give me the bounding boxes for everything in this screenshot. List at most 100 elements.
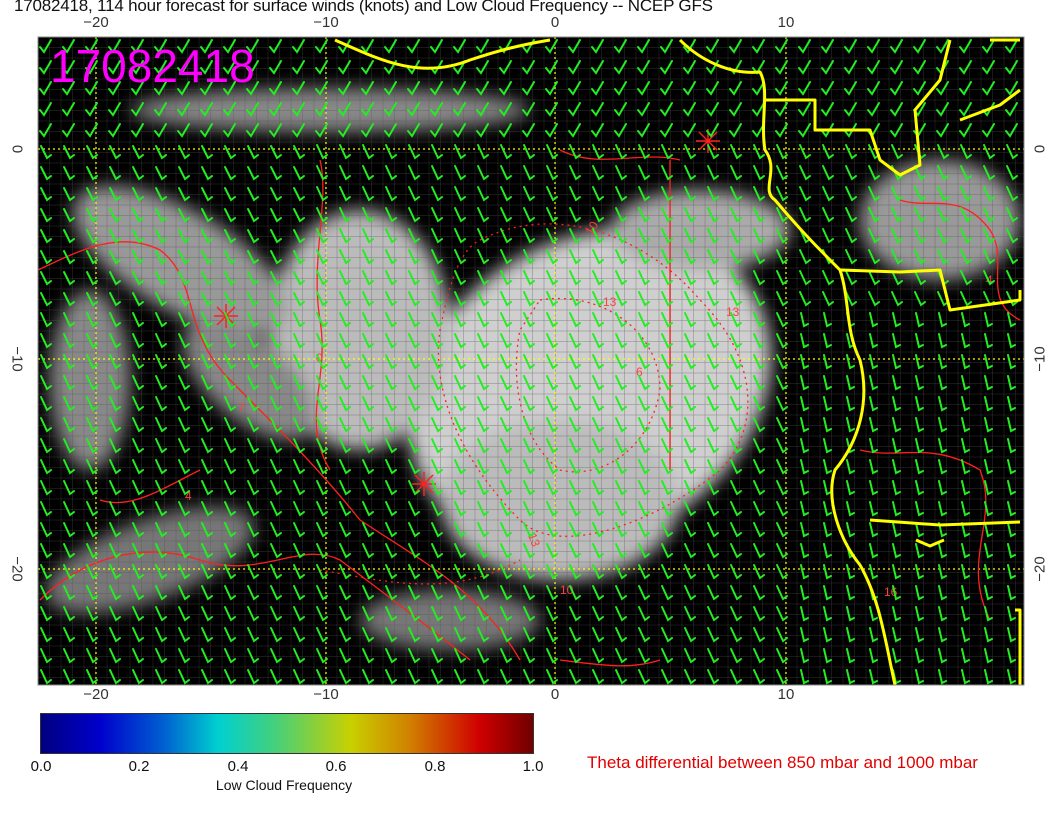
wind-barb (592, 501, 604, 517)
wind-barb (546, 669, 558, 685)
wind-barb (822, 165, 834, 181)
wind-barb (155, 208, 167, 223)
wind-barb (753, 564, 765, 580)
wind-barb (293, 271, 305, 286)
wind-barb (984, 354, 993, 370)
wind-barb (292, 39, 305, 54)
wind-barb (569, 375, 581, 391)
wind-barb (776, 333, 788, 349)
wind-barb (891, 144, 903, 160)
wind-barb (823, 312, 832, 328)
wind-barb (915, 417, 924, 433)
contour-label: 4 (986, 273, 993, 287)
wind-barb (753, 606, 765, 622)
wind-barb (454, 627, 466, 643)
wind-barb (454, 669, 466, 685)
wind-barb (982, 60, 995, 75)
wind-barb (500, 228, 512, 244)
wind-barb (845, 207, 857, 223)
wind-barb (385, 396, 397, 412)
wind-barb (132, 480, 144, 496)
wind-barb (86, 250, 98, 265)
wind-barb (109, 312, 121, 328)
wind-barb (385, 606, 397, 622)
wind-barb (707, 207, 719, 223)
wind-barb (637, 60, 650, 75)
wind-barb (684, 249, 696, 265)
wind-barb (753, 291, 765, 307)
wind-barb (338, 81, 351, 96)
wind-barb (522, 102, 535, 117)
wind-barb (753, 585, 765, 601)
wind-barb (775, 102, 788, 117)
wind-barb (109, 648, 121, 664)
wind-barb (523, 207, 535, 223)
wind-barb (270, 250, 282, 265)
wind-barb (546, 375, 558, 391)
wind-barb (592, 249, 604, 265)
wind-barb (500, 396, 512, 412)
wind-barb (500, 459, 512, 475)
wind-barb (892, 459, 901, 475)
wind-barb (569, 543, 581, 559)
wind-barb (247, 208, 259, 223)
wind-barb (846, 375, 855, 391)
wind-barb (270, 543, 282, 559)
wind-barb (477, 522, 489, 538)
wind-barb (408, 522, 420, 538)
wind-barb (431, 543, 443, 559)
wind-barb (730, 375, 742, 391)
wind-barb (223, 81, 236, 96)
wind-barb (430, 102, 443, 117)
wind-barb (270, 145, 282, 160)
wind-barb (707, 417, 719, 433)
wind-barb (684, 543, 696, 559)
wind-barb (938, 522, 947, 538)
wind-barb (752, 39, 765, 54)
wind-barb (85, 60, 98, 75)
wind-barb (983, 228, 995, 244)
wind-barb (891, 270, 903, 286)
wind-barb (661, 669, 673, 685)
wind-barb (753, 627, 765, 643)
wind-barb (200, 123, 213, 138)
wind-barb (224, 501, 236, 517)
wind-barb (638, 207, 650, 223)
wind-barb (177, 39, 190, 54)
wind-barb (269, 60, 282, 75)
wind-barb (730, 270, 742, 286)
wind-barb (224, 250, 236, 265)
wind-barb (846, 627, 855, 643)
wind-barb (270, 648, 282, 664)
wind-barb (869, 354, 878, 370)
wind-barb (454, 354, 466, 370)
wind-barb (177, 102, 190, 117)
wind-barb (62, 81, 75, 96)
wind-barb (431, 648, 443, 664)
wind-barb (569, 564, 581, 580)
wind-barb (86, 669, 98, 685)
wind-barb (707, 249, 719, 265)
wind-barb (753, 333, 765, 349)
wind-barb (362, 585, 374, 601)
wind-barb (178, 438, 190, 454)
wind-barb (270, 396, 282, 412)
wind-barb (223, 39, 236, 54)
wind-barb (40, 522, 52, 538)
wind-barb (615, 165, 627, 181)
wind-barb (63, 292, 75, 307)
wind-barb (730, 312, 742, 328)
wind-barb (385, 207, 397, 223)
wind-barb (224, 564, 236, 580)
wind-barb (40, 145, 52, 160)
wind-barb (776, 396, 788, 412)
wind-barb (591, 39, 604, 54)
wind-barb (800, 648, 809, 664)
wind-barb (684, 144, 696, 160)
wind-barb (63, 250, 75, 265)
wind-barb (270, 438, 282, 454)
wind-barb (178, 480, 190, 496)
wind-barb (776, 438, 788, 454)
wind-barb (890, 123, 903, 138)
wind-barb (109, 187, 121, 202)
